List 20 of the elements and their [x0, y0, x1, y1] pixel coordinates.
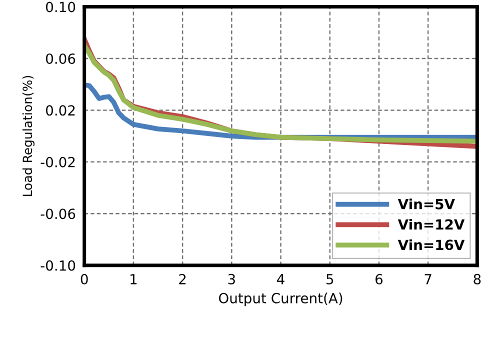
x-tick-label: 7 [424, 274, 432, 284]
y-tick-label: -0.06 [40, 208, 76, 220]
x-axis-title: Output Current(A) [218, 292, 342, 306]
y-tick-label: 0.10 [46, 2, 76, 12]
y-tick-label: 0.02 [46, 105, 75, 116]
legend-label: Vin=16V [398, 239, 465, 250]
x-tick-label: 4 [277, 274, 284, 284]
x-tick-label: 3 [228, 274, 235, 284]
x-tick-label: 6 [376, 274, 383, 284]
x-tick-label: 5 [326, 274, 334, 284]
y-axis-title: Load Regulation(%) [22, 76, 35, 196]
legend-label: Vin=5V [398, 198, 455, 210]
legend-label: Vin=12V [398, 219, 465, 230]
y-tick-label: 0.06 [46, 53, 76, 64]
x-tick-label: 8 [474, 274, 481, 284]
y-tick-label: -0.10 [40, 260, 76, 271]
x-tick-label: 1 [130, 274, 137, 284]
x-tick-label: 2 [179, 274, 186, 284]
y-tick-label: -0.02 [40, 156, 75, 168]
x-tick-label: 0 [80, 274, 88, 284]
